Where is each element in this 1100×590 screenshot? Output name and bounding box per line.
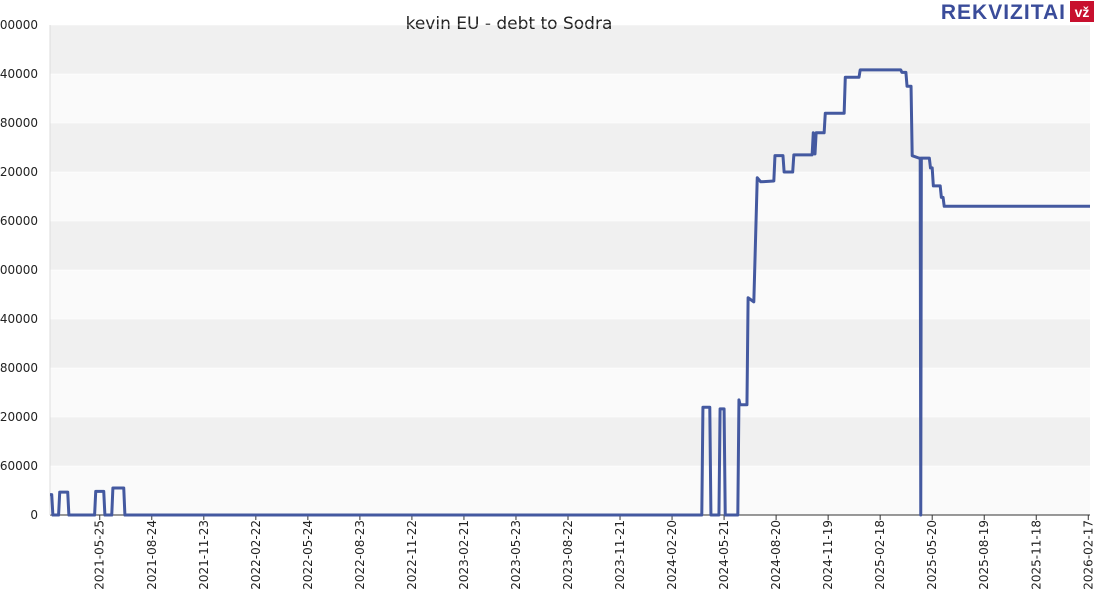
grid-band bbox=[50, 319, 1090, 368]
x-tick-label: 2021-11-23 bbox=[197, 520, 211, 590]
x-tick-label: 2023-02-21 bbox=[457, 520, 471, 590]
x-tick-label: 2023-05-23 bbox=[509, 520, 523, 590]
grid-band bbox=[50, 25, 1090, 74]
x-tick-label: 2025-02-18 bbox=[873, 520, 887, 590]
y-tick-label: 120000 bbox=[0, 410, 38, 424]
y-tick-label: 540000 bbox=[0, 67, 38, 81]
x-tick-label: 2022-02-22 bbox=[249, 520, 263, 590]
y-tick-label: 480000 bbox=[0, 116, 38, 130]
y-tick-label: 0 bbox=[30, 508, 38, 522]
grid-band bbox=[50, 221, 1090, 270]
y-tick-label: 240000 bbox=[0, 312, 38, 326]
brand-badge-box bbox=[1070, 1, 1094, 22]
data-line bbox=[50, 68, 1090, 517]
y-tick-label: 600000 bbox=[0, 18, 38, 32]
x-tick-label: 2025-11-18 bbox=[1029, 520, 1043, 590]
x-tick-label: 2023-08-22 bbox=[561, 520, 575, 590]
brand-badge: vž bbox=[1075, 4, 1090, 20]
y-tick-label: 180000 bbox=[0, 361, 38, 375]
x-tick-label: 2026-02-17 bbox=[1081, 520, 1095, 590]
x-tick-label: 2022-05-24 bbox=[301, 520, 315, 590]
x-tick-label: 2022-08-23 bbox=[353, 520, 367, 590]
y-tick-label: 60000 bbox=[0, 459, 38, 473]
x-tick-label: 2021-05-25 bbox=[93, 520, 107, 590]
grid-band bbox=[50, 123, 1090, 172]
x-tick-label: 2025-08-19 bbox=[977, 520, 991, 590]
brand-name: REKVIZITAI bbox=[941, 1, 1066, 24]
x-tick-label: 2023-11-21 bbox=[613, 520, 627, 590]
y-tick-label: 420000 bbox=[0, 165, 38, 179]
chart-title: kevin EU - debt to Sodra bbox=[406, 14, 613, 34]
y-tick-label: 300000 bbox=[0, 263, 38, 277]
x-tick-label: 2024-05-21 bbox=[717, 520, 731, 590]
y-tick-label: 360000 bbox=[0, 214, 38, 228]
x-tick-label: 2025-05-20 bbox=[925, 520, 939, 590]
grid-band bbox=[50, 417, 1090, 466]
x-tick-label: 2024-08-20 bbox=[769, 520, 783, 590]
x-tick-label: 2022-11-22 bbox=[405, 520, 419, 590]
x-tick-label: 2024-11-19 bbox=[821, 520, 835, 590]
x-tick-label: 2024-02-20 bbox=[665, 520, 679, 590]
x-tick-label: 2021-08-24 bbox=[145, 520, 159, 590]
